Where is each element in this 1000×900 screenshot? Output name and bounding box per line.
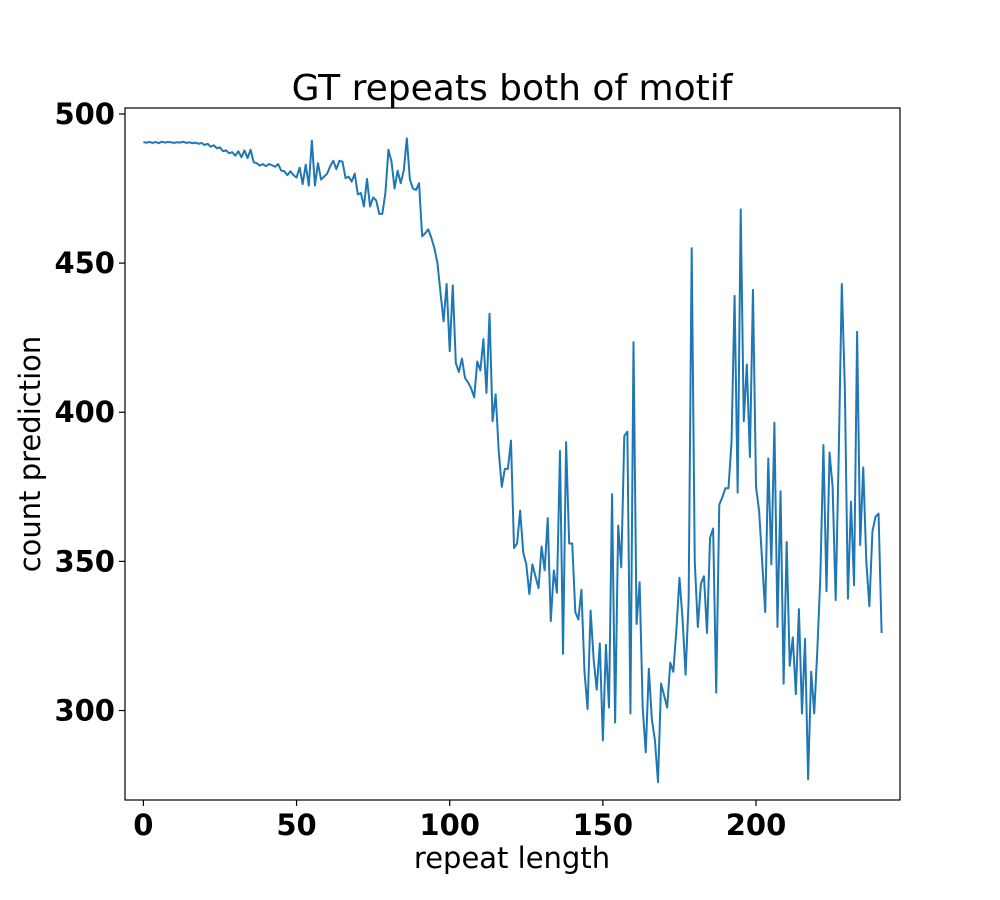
y-tick-label: 300 (54, 694, 115, 728)
x-axis-label: repeat length (414, 841, 610, 875)
series-line-0 (143, 137, 883, 784)
x-tick-label: 200 (726, 808, 787, 842)
x-axis: 0 50 100 150 200 (133, 800, 786, 842)
plot-frame (124, 107, 901, 801)
y-axis: 300 350 400 450 500 (54, 97, 125, 728)
y-tick-label: 500 (54, 97, 115, 131)
y-tick-label: 450 (54, 246, 115, 280)
y-axis-label: count prediction (13, 336, 47, 573)
y-tick-label: 400 (54, 395, 115, 429)
x-tick-label: 0 (133, 808, 153, 842)
chart-title: GT repeats both of motif (292, 68, 734, 109)
y-tick-label: 350 (54, 544, 115, 578)
plot-area (143, 137, 883, 784)
x-tick-label: 50 (276, 808, 316, 842)
x-tick-label: 150 (573, 808, 634, 842)
x-tick-label: 100 (419, 808, 480, 842)
